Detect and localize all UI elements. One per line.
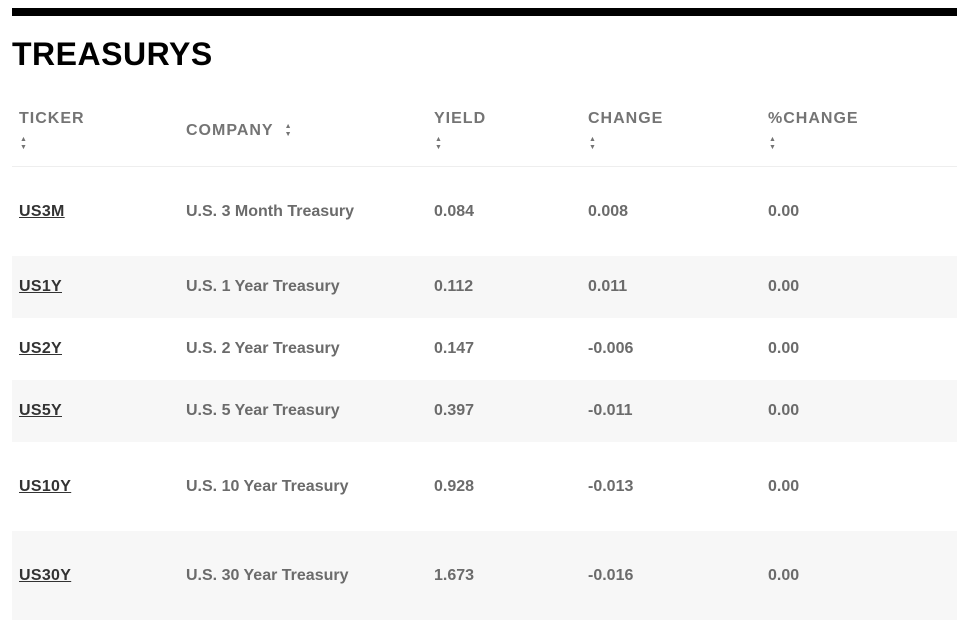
- yield-cell: 0.928: [434, 477, 475, 495]
- pct-change-cell: 0.00: [768, 340, 800, 357]
- column-label-change: CHANGE: [588, 110, 664, 127]
- sort-icon[interactable]: ▲ ▼: [769, 136, 777, 151]
- sort-icon[interactable]: ▲ ▼: [589, 136, 597, 151]
- column-header-ticker[interactable]: TICKER ▲ ▼: [12, 96, 179, 167]
- yield-cell: 0.084: [434, 202, 475, 220]
- table-row: US10Y U.S. 10 Year Treasury 0.928 -0.013…: [12, 442, 957, 531]
- yield-cell: 1.673: [427, 531, 581, 620]
- pct-change-cell: 0.00: [768, 202, 800, 220]
- company-cell: U.S. 3 Month Treasury: [179, 167, 427, 257]
- company-cell: U.S. 30 Year Treasury: [179, 531, 427, 620]
- table-row: US1Y U.S. 1 Year Treasury 0.112 0.011 0.…: [12, 256, 957, 318]
- company-name: U.S. 10 Year Treasury: [186, 477, 349, 495]
- sort-icon[interactable]: ▲ ▼: [435, 136, 443, 151]
- company-cell: U.S. 1 Year Treasury: [179, 256, 427, 318]
- column-header-yield[interactable]: YIELD ▲ ▼: [427, 96, 581, 167]
- ticker-cell: US10Y: [12, 442, 179, 531]
- change-cell: -0.013: [588, 477, 634, 495]
- ticker-cell: US1Y: [12, 256, 179, 318]
- ticker-link[interactable]: US5Y: [19, 402, 62, 419]
- column-label-company: COMPANY: [186, 122, 274, 139]
- table-row: US30Y U.S. 30 Year Treasury 1.673 -0.016…: [12, 531, 957, 620]
- yield-cell: 0.112: [427, 256, 581, 318]
- section-top-rule: [12, 8, 957, 16]
- table-row: US3M U.S. 3 Month Treasury 0.084 0.008 0…: [12, 167, 957, 257]
- pct-change-cell: 0.00: [768, 477, 800, 495]
- ticker-link[interactable]: US3M: [19, 202, 65, 220]
- table-header: TICKER ▲ ▼ COMPANY ▲ ▼ YIELD ▲ ▼: [12, 96, 957, 167]
- column-label-yield: YIELD: [434, 110, 487, 127]
- company-cell: U.S. 10 Year Treasury: [179, 442, 427, 531]
- ticker-link[interactable]: US2Y: [19, 340, 62, 357]
- company-name: U.S. 1 Year Treasury: [186, 278, 340, 295]
- column-label-pct-change: %CHANGE: [768, 110, 859, 127]
- company-cell: U.S. 5 Year Treasury: [179, 380, 427, 442]
- ticker-link[interactable]: US1Y: [19, 278, 62, 295]
- column-header-pct-change[interactable]: %CHANGE ▲ ▼: [761, 96, 957, 167]
- change-cell: -0.006: [588, 340, 634, 357]
- ticker-cell: US2Y: [12, 318, 179, 380]
- table-body: US3M U.S. 3 Month Treasury 0.084 0.008 0…: [12, 167, 957, 620]
- change-cell: -0.011: [581, 380, 761, 442]
- company-name: U.S. 30 Year Treasury: [186, 566, 349, 584]
- ticker-cell: US5Y: [12, 380, 179, 442]
- ticker-cell: US3M: [12, 167, 179, 257]
- sort-icon[interactable]: ▲ ▼: [284, 123, 293, 138]
- column-label-ticker: TICKER: [19, 110, 85, 127]
- pct-change-cell: 0.00: [761, 531, 957, 620]
- column-header-change[interactable]: CHANGE ▲ ▼: [581, 96, 761, 167]
- sort-icon[interactable]: ▲ ▼: [20, 136, 28, 151]
- column-header-company[interactable]: COMPANY ▲ ▼: [179, 96, 427, 167]
- treasurys-section: TREASURYS TICKER ▲ ▼ COMPANY ▲ ▼: [12, 8, 957, 620]
- yield-cell: 0.397: [427, 380, 581, 442]
- ticker-cell: US30Y: [12, 531, 179, 620]
- change-cell: 0.008: [588, 202, 629, 220]
- change-cell: -0.016: [581, 531, 761, 620]
- ticker-link[interactable]: US10Y: [19, 477, 72, 495]
- yield-cell: 0.147: [434, 340, 475, 357]
- table-row: US2Y U.S. 2 Year Treasury 0.147 -0.006 0…: [12, 318, 957, 380]
- company-name: U.S. 2 Year Treasury: [186, 340, 340, 357]
- ticker-link[interactable]: US30Y: [19, 566, 72, 584]
- company-name: U.S. 5 Year Treasury: [186, 402, 340, 419]
- company-name: U.S. 3 Month Treasury: [186, 202, 355, 220]
- company-cell: U.S. 2 Year Treasury: [179, 318, 427, 380]
- table-row: US5Y U.S. 5 Year Treasury 0.397 -0.011 0…: [12, 380, 957, 442]
- header-row: TICKER ▲ ▼ COMPANY ▲ ▼ YIELD ▲ ▼: [12, 96, 957, 167]
- change-cell: 0.011: [581, 256, 761, 318]
- treasurys-table: TICKER ▲ ▼ COMPANY ▲ ▼ YIELD ▲ ▼: [12, 96, 957, 620]
- section-title: TREASURYS: [12, 36, 213, 72]
- pct-change-cell: 0.00: [761, 380, 957, 442]
- pct-change-cell: 0.00: [761, 256, 957, 318]
